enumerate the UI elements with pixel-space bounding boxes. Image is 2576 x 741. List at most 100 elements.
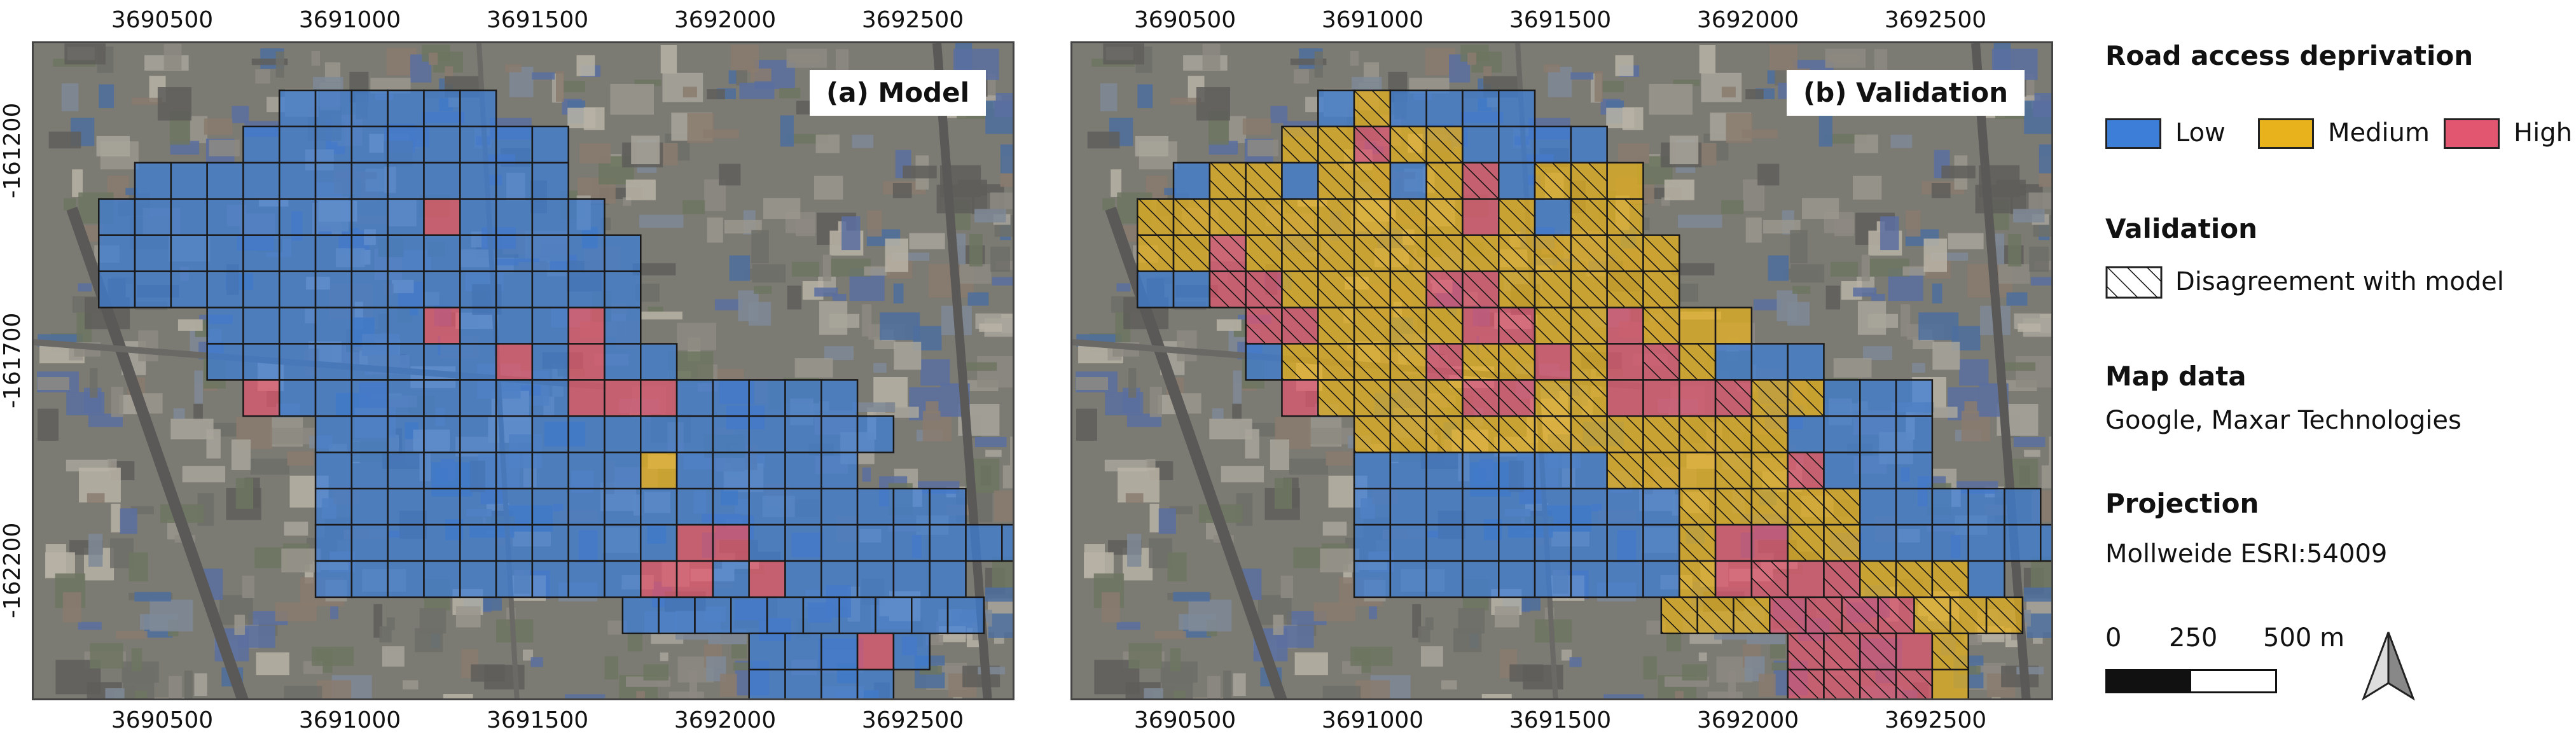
grid-cell xyxy=(675,560,714,599)
disagreement-hatch xyxy=(1462,162,1499,199)
grid-cell xyxy=(134,198,172,236)
x-tick-label: 3691000 xyxy=(298,707,401,733)
grid-cell xyxy=(892,487,931,526)
deprivation-grid xyxy=(1136,89,2051,698)
grid-cell xyxy=(1642,379,1680,417)
x-tick-label: 3692000 xyxy=(674,707,777,733)
grid-cell xyxy=(1462,125,1500,164)
grid-cell xyxy=(675,379,714,417)
grid-cell xyxy=(1462,89,1500,128)
grid-cell xyxy=(748,487,786,526)
disagreement-hatch xyxy=(1679,561,1716,597)
grid-cell xyxy=(350,234,389,272)
grid-cell xyxy=(423,307,461,345)
disagreement-hatch xyxy=(1824,561,1860,597)
disagreement-hatch xyxy=(1950,597,1987,634)
grid-cell xyxy=(1281,379,1319,417)
grid-cell xyxy=(350,89,389,128)
x-tick-label: 3690500 xyxy=(1133,7,1236,33)
grid-cell xyxy=(242,343,280,381)
grid-cell xyxy=(459,198,497,236)
grid-cell xyxy=(1570,125,1608,164)
disagreement-hatch xyxy=(1426,307,1463,344)
disagreement-hatch xyxy=(1769,597,1806,634)
grid-cell xyxy=(531,198,569,236)
grid-cell xyxy=(1498,523,1536,562)
grid-cell xyxy=(567,270,606,308)
disagreement-hatch xyxy=(1824,633,1860,670)
x-tick-label: 3690500 xyxy=(111,7,214,33)
disagreement-hatch xyxy=(1282,343,1319,380)
north-arrow-icon xyxy=(2362,632,2415,701)
scale-bar-segment xyxy=(2107,671,2191,691)
grid-cell xyxy=(856,668,895,698)
disagreement-hatch xyxy=(1733,597,1770,634)
grid-cell xyxy=(1570,523,1608,562)
grid-cell xyxy=(1389,89,1427,128)
disagreement-hatch xyxy=(1318,198,1355,235)
x-tick-label: 3692500 xyxy=(1884,707,1987,733)
grid-cell xyxy=(911,596,949,635)
grid-cell xyxy=(640,415,678,454)
x-tick-label: 3690500 xyxy=(1133,707,1236,733)
disagreement-hatch xyxy=(1499,271,1535,308)
disagreement-hatch xyxy=(1914,597,1951,634)
grid-cell xyxy=(350,343,389,381)
x-tick-label: 3692000 xyxy=(1696,707,1799,733)
disagreement-hatch xyxy=(1354,307,1390,344)
grid-cell xyxy=(459,125,497,164)
grid-cell xyxy=(459,523,497,562)
grid-cell xyxy=(350,451,389,490)
grid-cell xyxy=(387,487,425,526)
grid-cell xyxy=(784,632,822,671)
map-legend: Road access deprivation Low Medium High … xyxy=(2105,0,2576,741)
grid-cell xyxy=(1570,560,1608,599)
grid-cell xyxy=(821,379,859,417)
grid-cell xyxy=(459,234,497,272)
disagreement-hatch xyxy=(1282,271,1319,308)
grid-cell xyxy=(1462,560,1500,599)
grid-cell xyxy=(387,451,425,490)
x-tick-label: 3692500 xyxy=(861,7,964,33)
disagreement-hatch xyxy=(1462,271,1499,308)
grid-cell xyxy=(856,632,895,671)
grid-cell xyxy=(531,125,569,164)
grid-cell xyxy=(712,523,750,562)
disagreement-hatch xyxy=(1715,380,1752,417)
grid-cell xyxy=(621,596,660,635)
disagreement-hatch xyxy=(1245,307,1282,344)
grid-cell xyxy=(1606,162,1644,200)
disagreement-hatch xyxy=(1570,162,1607,199)
grid-cell xyxy=(350,162,389,200)
grid-cell xyxy=(206,343,244,381)
map-data-text: Google, Maxar Technologies xyxy=(2105,406,2462,435)
disagreement-hatch xyxy=(1787,452,1824,489)
disagreement-hatch xyxy=(1535,416,1571,453)
grid-cell xyxy=(279,89,317,128)
grid-cell xyxy=(748,379,786,417)
grid-cell xyxy=(1931,523,1969,562)
disagreement-hatch xyxy=(1354,380,1390,417)
disagreement-hatch xyxy=(1499,307,1535,344)
disagreement-hatch xyxy=(1137,198,1174,235)
grid-cell xyxy=(784,379,822,417)
grid-cell xyxy=(1317,89,1355,128)
grid-cell xyxy=(134,270,172,308)
grid-cell xyxy=(694,596,732,635)
grid-cell xyxy=(387,523,425,562)
grid-cell xyxy=(495,198,534,236)
disagreement-hatch xyxy=(1426,126,1463,163)
grid-cell xyxy=(1714,523,1753,562)
disagreement-hatch xyxy=(1535,162,1571,199)
y-tick-label: -162200 xyxy=(0,522,25,618)
deprivation-grid xyxy=(97,89,1013,698)
grid-cell xyxy=(1425,560,1464,599)
grid-cell xyxy=(314,415,353,454)
grid-cell xyxy=(1931,487,1969,526)
disagreement-hatch xyxy=(1932,561,1969,597)
grid-cell xyxy=(459,162,497,200)
disagreement-hatch xyxy=(1896,669,1932,698)
grid-cell xyxy=(567,560,606,599)
grid-cell xyxy=(314,379,353,417)
grid-cell xyxy=(712,415,750,454)
